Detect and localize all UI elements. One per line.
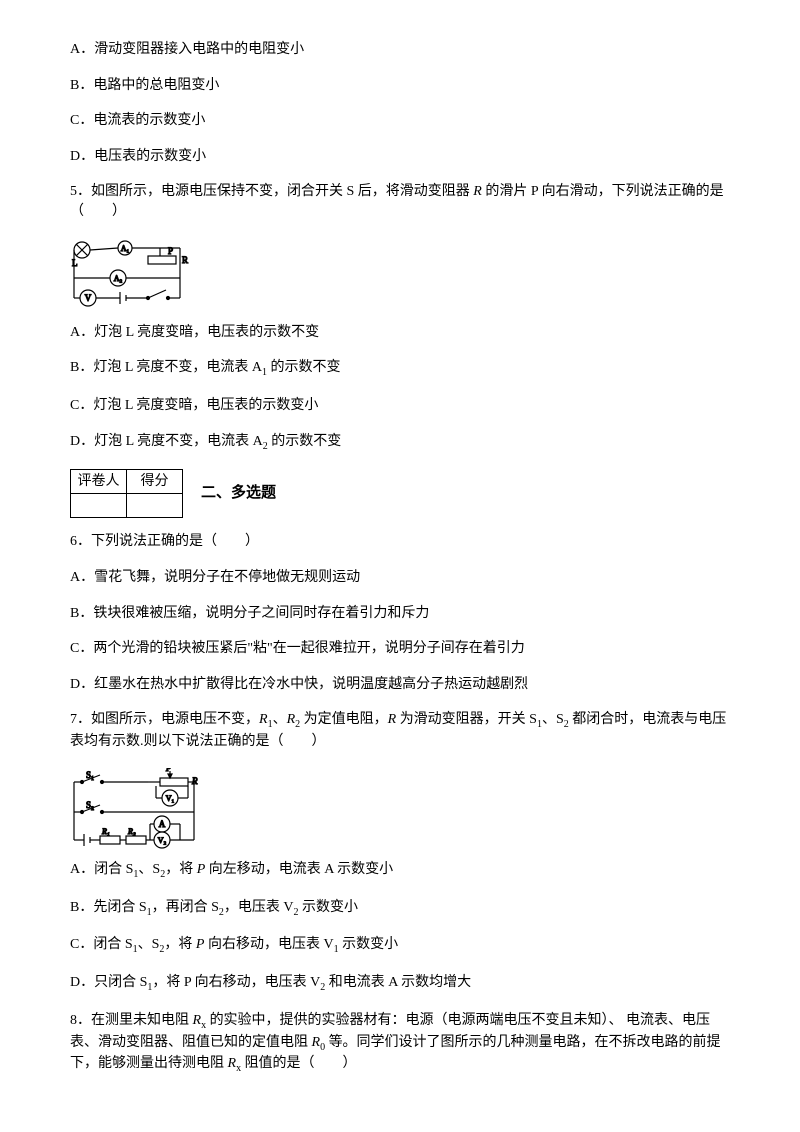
q6-choice-a: A．雪花飞舞，说明分子在不停地做无规则运动	[70, 568, 730, 588]
q6-choice-c: C．两个光滑的铅块被压紧后"粘"在一起很难拉开，说明分子间存在着引力	[70, 639, 730, 659]
q5-choice-c: C．灯泡 L 亮度变暗，电压表的示数变小	[70, 396, 730, 416]
q8-Rx2: R	[228, 1056, 237, 1071]
q8-t4: 阻值的是（ ）	[241, 1056, 357, 1071]
q5-stem-prefix: 5．如图所示，电源电压保持不变，闭合开关 S 后，将滑动变阻器	[70, 184, 473, 199]
q7a-3: ，将	[165, 862, 197, 877]
q5-stem: 5．如图所示，电源电压保持不变，闭合开关 S 后，将滑动变阻器 R 的滑片 P …	[70, 182, 730, 221]
q7b-4: 示数变小	[299, 900, 359, 915]
q5-choice-b: B．灯泡 L 亮度不变，电流表 A1 的示数不变	[70, 358, 730, 380]
q5b-pre: B．灯泡 L 亮度不变，电流表 A	[70, 360, 262, 375]
q7d-3: 和电流表 A 示数均增大	[325, 975, 471, 990]
q7-t4: 、S	[542, 712, 564, 727]
q8-t1: 8．在测里未知电阻	[70, 1013, 193, 1028]
q7-choice-c: C．闭合 S1、S2，将 P 向右移动，电压表 V1 示数变小	[70, 935, 730, 957]
section-2-title: 二、多选题	[201, 483, 276, 504]
q7-t2: 为定值电阻，	[300, 712, 388, 727]
q7b-1: B．先闭合 S	[70, 900, 147, 915]
q7d-1: D．只闭合 S	[70, 975, 147, 990]
q4-choice-b: B．电路中的总电阻变小	[70, 76, 730, 96]
svg-text:L: L	[72, 258, 78, 268]
q7-R1: R	[259, 712, 268, 727]
svg-text:A₁: A₁	[121, 244, 130, 253]
svg-text:V: V	[85, 293, 92, 303]
grader-blank2	[127, 494, 183, 518]
svg-text:V₁: V₁	[166, 794, 175, 803]
q7-stem: 7．如图所示，电源电压不变，R1、R2 为定值电阻，R 为滑动变阻器，开关 S1…	[70, 710, 730, 751]
q7c-3: ，将	[164, 937, 196, 952]
svg-text:V₂: V₂	[158, 836, 167, 845]
q7-choice-d: D．只闭合 S1，将 P 向右移动，电压表 V2 和电流表 A 示数均增大	[70, 973, 730, 995]
q7d-2: ，将 P 向右移动，电压表 V	[152, 975, 320, 990]
q7c-5: 示数变小	[339, 937, 399, 952]
q7-circuit-diagram: S₁ P R V₁ S₂ R₁	[70, 768, 730, 850]
svg-text:R: R	[182, 255, 188, 265]
q7c-2: 、S	[138, 937, 160, 952]
q7-R2: R	[287, 712, 296, 727]
judge-section-row: 评卷人 得分 二、多选题	[70, 469, 730, 518]
q7-choice-b: B．先闭合 S1，再闭合 S2，电压表 V2 示数变小	[70, 898, 730, 920]
q8-stem: 8．在测里未知电阻 Rx 的实验中，提供的实验器材有：电源（电源两端电压不变且未…	[70, 1011, 730, 1076]
q5-choice-d: D．灯泡 L 亮度不变，电流表 A2 的示数不变	[70, 432, 730, 454]
q7a-4: 向左移动，电流表 A 示数变小	[205, 862, 393, 877]
svg-text:R₂: R₂	[127, 827, 136, 836]
q6-choice-b: B．铁块很难被压缩，说明分子之间同时存在着引力和斥力	[70, 604, 730, 624]
q7b-2: ，再闭合 S	[152, 900, 219, 915]
q4-choice-d: D．电压表的示数变小	[70, 147, 730, 167]
svg-text:A: A	[159, 819, 166, 829]
q5b-post: 的示数不变	[267, 360, 341, 375]
svg-text:A₂: A₂	[114, 274, 123, 283]
q5-circuit-diagram: A₁ P R A₂ V L	[70, 238, 730, 313]
q7-t3: 为滑动变阻器，开关 S	[396, 712, 537, 727]
grader-col2: 得分	[127, 470, 183, 494]
q5d-post: 的示数不变	[268, 434, 342, 449]
q7b-3: ，电压表 V	[224, 900, 294, 915]
q8-R0: R	[312, 1035, 321, 1050]
grader-col1: 评卷人	[71, 470, 127, 494]
q6-stem: 6．下列说法正确的是（ ）	[70, 532, 730, 552]
q7a-2: 、S	[138, 862, 160, 877]
q5-choice-a: A．灯泡 L 亮度变暗，电压表的示数不变	[70, 323, 730, 343]
grader-blank1	[71, 494, 127, 518]
svg-text:P: P	[168, 246, 173, 256]
grader-table: 评卷人 得分	[70, 469, 183, 518]
q7c-1: C．闭合 S	[70, 937, 133, 952]
q7-t1: 7．如图所示，电源电压不变，	[70, 712, 259, 727]
q4-choice-a: A．滑动变阻器接入电路中的电阻变小	[70, 40, 730, 60]
q7c-4: 向右移动，电压表 V	[204, 937, 333, 952]
q7-choice-a: A．闭合 S1、S2，将 P 向左移动，电流表 A 示数变小	[70, 860, 730, 882]
q4-choice-c: C．电流表的示数变小	[70, 111, 730, 131]
svg-text:R₁: R₁	[101, 827, 110, 836]
q7-sep1: 、	[273, 712, 287, 727]
q8-Rx: R	[193, 1013, 202, 1028]
svg-text:P: P	[165, 768, 171, 773]
q6-choice-d: D．红墨水在热水中扩散得比在冷水中快，说明温度越高分子热运动越剧烈	[70, 675, 730, 695]
q7a-1: A．闭合 S	[70, 862, 133, 877]
q5-R: R	[473, 184, 482, 199]
q5d-pre: D．灯泡 L 亮度不变，电流表 A	[70, 434, 263, 449]
q7-R: R	[388, 712, 397, 727]
q7a-P: P	[197, 862, 206, 877]
